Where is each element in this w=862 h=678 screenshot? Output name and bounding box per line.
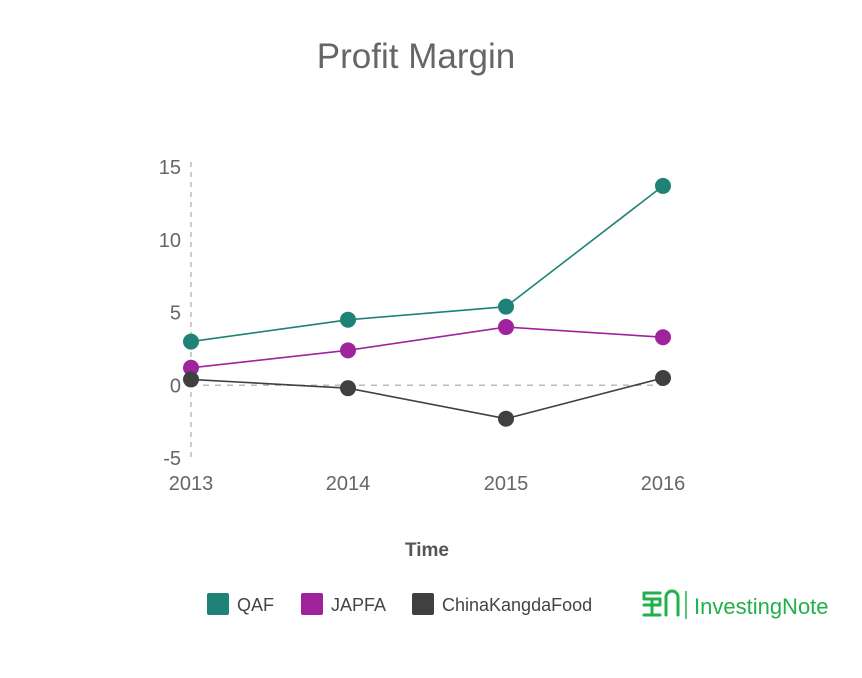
data-point-japfa-2014[interactable] [340,342,356,359]
data-point-japfa-2015[interactable] [498,319,514,336]
data-point-chinakangdafood-2014[interactable] [340,380,356,397]
data-point-japfa-2016[interactable] [655,329,671,346]
chart-title: Profit Margin [317,37,515,76]
legend-label-qaf[interactable]: QAF [237,595,274,615]
data-point-qaf-2015[interactable] [498,298,514,315]
series-line-qaf [190,185,664,343]
x-axis-label: Time [405,540,449,561]
brand-name: InvestingNote [694,594,829,619]
data-point-chinakangdafood-2016[interactable] [655,369,671,386]
y-tick-label: 15 [159,157,181,179]
series-line-japfa [190,326,664,369]
legend: QAF JAPFA ChinaKangdaFood [207,593,592,615]
legend-swatch-chinakangdafood [412,593,434,615]
y-tick-label: 0 [170,375,181,397]
data-point-qaf-2016[interactable] [655,177,671,194]
x-axis-ticks: 2013 2014 2015 2016 [169,473,686,495]
series-line-chinakangdafood [190,377,664,420]
data-point-japfa-2013[interactable] [183,359,199,376]
series-layer [183,177,671,427]
investingnote-logo-icon [642,589,687,619]
x-tick-label: 2016 [641,473,686,495]
data-point-qaf-2014[interactable] [340,311,356,328]
x-tick-label: 2015 [484,473,529,495]
y-axis-ticks: 15 10 5 0 -5 [159,157,181,470]
x-tick-label: 2014 [326,473,371,495]
y-tick-label: -5 [163,448,181,470]
legend-swatch-japfa [301,593,323,615]
data-point-chinakangdafood-2015[interactable] [498,410,514,427]
data-point-qaf-2013[interactable] [183,333,199,350]
y-tick-label: 10 [159,230,181,252]
legend-label-japfa[interactable]: JAPFA [331,595,386,615]
legend-swatch-qaf [207,593,229,615]
data-point-chinakangdafood-2013[interactable] [183,371,199,388]
y-tick-label: 5 [170,303,181,325]
legend-label-chinakangdafood[interactable]: ChinaKangdaFood [442,595,592,615]
x-tick-label: 2013 [169,473,214,495]
